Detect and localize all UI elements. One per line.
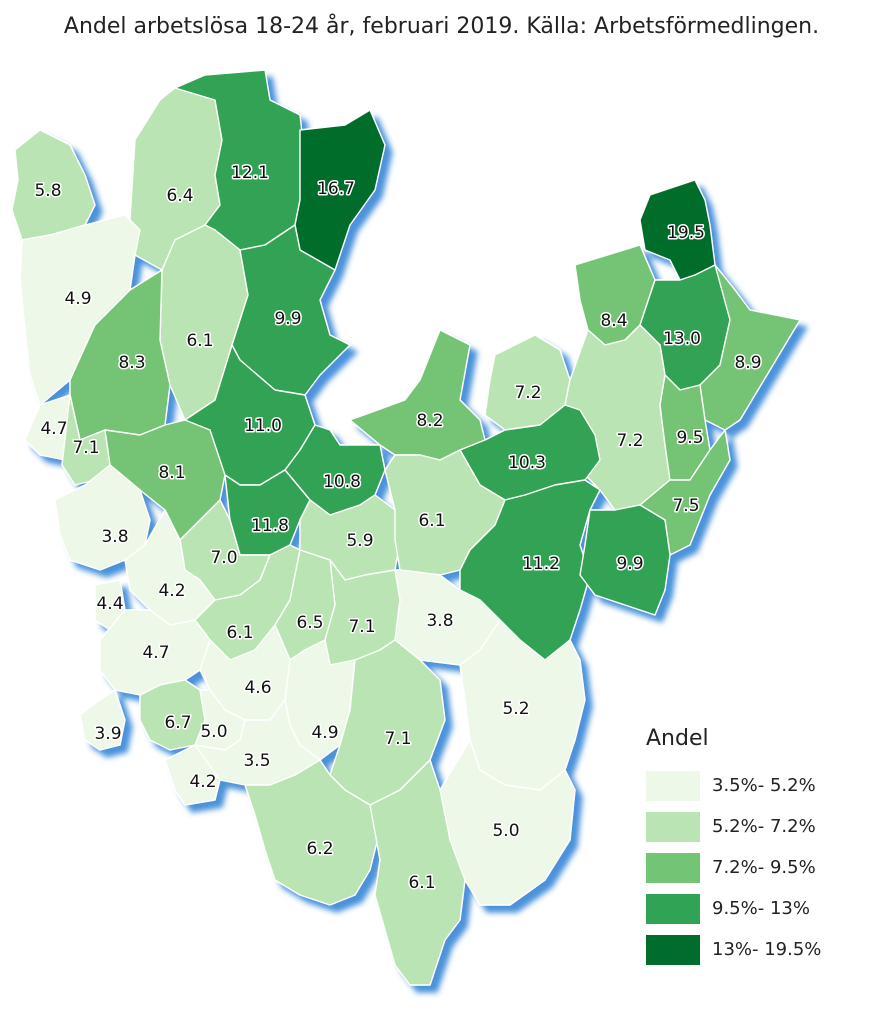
region-value-label: 7.2	[616, 431, 643, 451]
region-value-label: 11.0	[244, 416, 282, 436]
municipality-region	[124, 509, 216, 626]
region-value-label: 6.1	[186, 331, 213, 351]
municipality-region	[349, 329, 486, 461]
region-value-label: 12.1	[231, 163, 269, 183]
region-value-label: 3.8	[426, 611, 453, 631]
region-value-label: 6.1	[408, 873, 435, 893]
municipality-region	[439, 739, 576, 906]
region-value-label: 7.1	[348, 617, 375, 637]
region-value-label: 8.2	[416, 411, 443, 431]
legend-label: 7.2%- 9.5%	[712, 857, 816, 878]
legend-swatch	[646, 770, 700, 801]
legend-item: 7.2%- 9.5%	[646, 847, 866, 888]
region-value-label: 4.9	[64, 289, 91, 309]
region-value-label: 6.4	[166, 186, 193, 206]
municipality-region	[369, 759, 466, 986]
map-title: Andel arbetslösa 18-24 år, februari 2019…	[63, 14, 820, 39]
region-value-label: 5.0	[492, 821, 519, 841]
municipality-region	[659, 374, 711, 481]
region-value-label: 7.1	[384, 729, 411, 749]
region-value-label: 4.9	[311, 723, 338, 743]
region-value-label: 16.7	[317, 179, 355, 199]
legend-title: Andel	[646, 726, 709, 751]
region-value-label: 7.5	[672, 496, 699, 516]
municipality-region	[79, 689, 126, 751]
region-value-label: 4.4	[96, 594, 123, 614]
region-value-label: 6.1	[226, 623, 253, 643]
municipality-region	[244, 759, 381, 906]
region-value-label: 7.2	[514, 383, 541, 403]
municipality-region	[294, 109, 386, 271]
region-value-label: 8.3	[118, 353, 145, 373]
region-value-label: 11.8	[251, 516, 289, 536]
region-value-label: 4.2	[189, 772, 216, 792]
legend-swatch	[646, 893, 700, 924]
legend: Andel 3.5%- 5.2% 5.2%- 7.2% 7.2%- 9.5% 9.5%…	[646, 726, 866, 970]
region-value-label: 5.9	[346, 531, 373, 551]
region-value-label: 10.8	[323, 472, 361, 492]
region-value-label: 5.2	[502, 699, 529, 719]
legend-label: 9.5%- 13%	[712, 898, 810, 919]
region-value-label: 5.8	[34, 181, 61, 201]
region-value-label: 4.2	[158, 581, 185, 601]
region-value-label: 8.4	[600, 311, 627, 331]
region-value-label: 8.1	[158, 463, 185, 483]
region-value-label: 11.2	[522, 554, 560, 574]
legend-item: 3.5%- 5.2%	[646, 765, 866, 806]
legend-label: 3.5%- 5.2%	[712, 775, 816, 796]
region-value-label: 4.7	[40, 419, 67, 439]
region-value-label: 9.5	[676, 428, 703, 448]
region-value-label: 8.9	[734, 353, 761, 373]
value-labels: 5.8 6.4 12.1 16.7 19.5 4.9 6.1 9.9 8.4 13.0 8.9 8.3…	[33, 162, 763, 895]
region-value-label: 10.3	[508, 453, 546, 473]
region-value-label: 5.0	[200, 722, 227, 742]
municipality-regions	[11, 69, 801, 986]
legend-swatch	[646, 852, 700, 883]
region-value-label: 9.9	[616, 554, 643, 574]
region-value-label: 3.8	[101, 527, 128, 547]
region-value-label: 7.1	[72, 438, 99, 458]
region-value-label: 19.5	[667, 223, 705, 243]
region-value-label: 13.0	[663, 329, 701, 349]
legend-swatch	[646, 934, 700, 965]
municipality-region	[699, 264, 801, 431]
legend-label: 13%- 19.5%	[712, 939, 822, 960]
region-value-label: 3.5	[243, 751, 270, 771]
region-value-label: 4.7	[142, 643, 169, 663]
region-value-label: 6.5	[296, 613, 323, 633]
region-value-label: 6.1	[418, 511, 445, 531]
legend-swatch	[646, 811, 700, 842]
region-value-label: 4.6	[244, 678, 271, 698]
region-value-label: 6.7	[164, 713, 191, 733]
legend-label: 5.2%- 7.2%	[712, 816, 816, 837]
region-value-label: 7.0	[210, 548, 237, 568]
region-value-label: 9.9	[274, 309, 301, 329]
legend-item: 13%- 19.5%	[646, 929, 866, 970]
legend-rows: 3.5%- 5.2% 5.2%- 7.2% 7.2%- 9.5% 9.5%- 13% 1…	[646, 765, 866, 970]
region-value-label: 6.2	[306, 839, 333, 859]
municipality-region	[579, 504, 671, 616]
municipality-region	[164, 744, 221, 806]
region-value-label: 3.9	[94, 724, 121, 744]
legend-item: 9.5%- 13%	[646, 888, 866, 929]
legend-item: 5.2%- 7.2%	[646, 806, 866, 847]
